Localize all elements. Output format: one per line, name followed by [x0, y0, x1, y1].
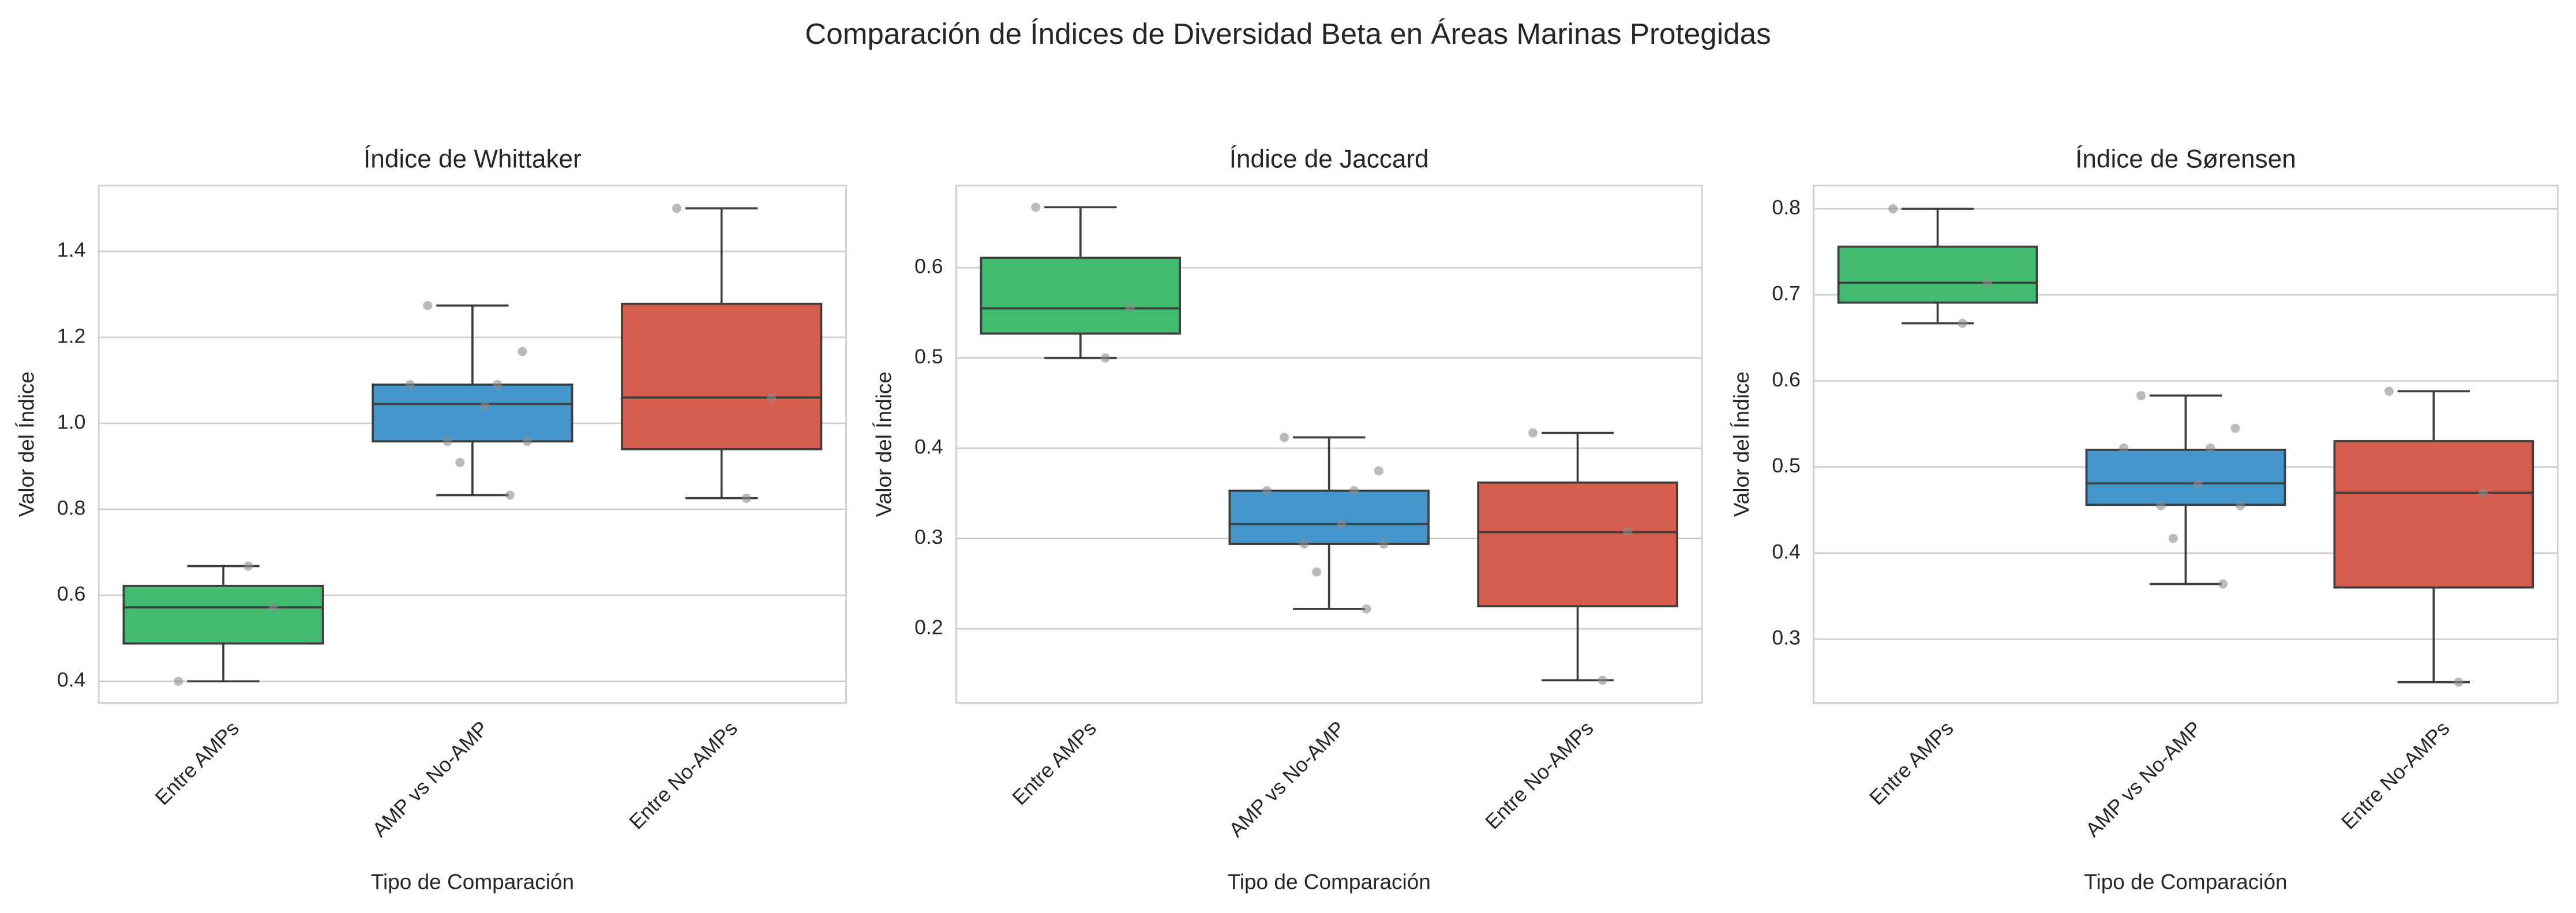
data-point	[243, 561, 253, 571]
y-tick-label: 1.4	[57, 238, 85, 261]
x-axis-label: Tipo de Comparación	[371, 870, 574, 894]
data-point	[1598, 675, 1607, 685]
data-point	[1262, 486, 1272, 495]
data-point	[174, 677, 183, 686]
data-point	[480, 401, 490, 411]
data-point	[672, 204, 681, 213]
data-point	[455, 457, 465, 467]
y-tick-label: 0.3	[914, 525, 943, 548]
data-point	[1374, 466, 1383, 476]
data-point	[522, 437, 532, 446]
data-point	[2236, 501, 2245, 510]
y-tick-label: 0.2	[914, 616, 943, 639]
data-point	[1888, 204, 1898, 213]
data-point	[1312, 567, 1322, 577]
y-tick-label: 0.6	[914, 255, 943, 278]
y-axis-label: Valor del Índice	[1729, 371, 1753, 517]
data-point	[2156, 501, 2166, 510]
x-axis-label: Tipo de Comparación	[1227, 870, 1430, 894]
y-tick-label: 0.4	[1772, 540, 1800, 563]
data-point	[2168, 533, 2178, 543]
data-point	[2218, 579, 2228, 589]
data-point	[741, 493, 751, 503]
data-point	[2478, 488, 2488, 498]
y-tick-label: 1.0	[57, 410, 85, 433]
data-point	[493, 380, 503, 389]
data-point	[767, 393, 777, 403]
data-point	[1031, 202, 1041, 212]
y-tick-label: 0.7	[1772, 282, 1800, 305]
axes-frame	[1813, 185, 2559, 704]
axes-frame	[955, 185, 1703, 704]
data-point	[1958, 318, 1967, 328]
box	[1837, 245, 2038, 304]
data-point	[1362, 604, 1371, 614]
data-point	[1528, 428, 1538, 438]
data-point	[1349, 486, 1359, 495]
y-axis-label: Valor del Índice	[872, 371, 896, 517]
y-tick-label: 0.8	[57, 496, 85, 519]
data-point	[2119, 443, 2128, 453]
y-tick-label: 0.6	[1772, 368, 1800, 391]
data-point	[268, 603, 278, 613]
y-tick-label: 0.5	[914, 345, 943, 368]
y-tick-label: 0.4	[57, 668, 85, 692]
data-point	[1100, 353, 1110, 363]
box	[1477, 481, 1678, 607]
data-point	[505, 490, 515, 500]
axes-frame	[98, 185, 848, 704]
data-point	[1337, 519, 1347, 529]
subplot-title: Índice de Sørensen	[2075, 145, 2296, 174]
data-point	[518, 347, 527, 356]
box	[980, 257, 1182, 335]
data-point	[443, 437, 452, 446]
data-point	[2454, 677, 2463, 687]
data-point	[1379, 539, 1389, 549]
box	[122, 584, 324, 645]
data-point	[2206, 443, 2215, 453]
figure-title: Comparación de Índices de Diversidad Bet…	[805, 17, 1771, 50]
data-point	[1982, 278, 1992, 288]
data-point	[1280, 433, 1289, 442]
y-axis-label: Valor del Índice	[14, 371, 39, 517]
y-tick-label: 0.6	[57, 583, 85, 606]
data-point	[1622, 527, 1632, 536]
box	[2085, 448, 2286, 506]
subplot-title: Índice de Jaccard	[1229, 145, 1429, 174]
y-tick-label: 0.5	[1772, 454, 1800, 477]
box	[621, 302, 823, 450]
subplot-title: Índice de Whittaker	[363, 145, 582, 174]
box	[2333, 440, 2534, 589]
data-point	[1126, 303, 1135, 312]
box	[372, 384, 573, 443]
y-tick-label: 0.4	[914, 435, 943, 459]
y-tick-label: 1.2	[57, 324, 85, 347]
y-tick-label: 0.8	[1772, 196, 1800, 219]
x-axis-label: Tipo de Comparación	[2084, 870, 2287, 894]
data-point	[2136, 390, 2146, 400]
box	[1228, 489, 1430, 545]
data-point	[2230, 423, 2240, 433]
data-point	[2384, 386, 2394, 396]
data-point	[405, 380, 415, 389]
data-point	[423, 300, 433, 310]
data-point	[2193, 479, 2203, 489]
data-point	[1299, 539, 1309, 549]
y-tick-label: 0.3	[1772, 626, 1800, 649]
